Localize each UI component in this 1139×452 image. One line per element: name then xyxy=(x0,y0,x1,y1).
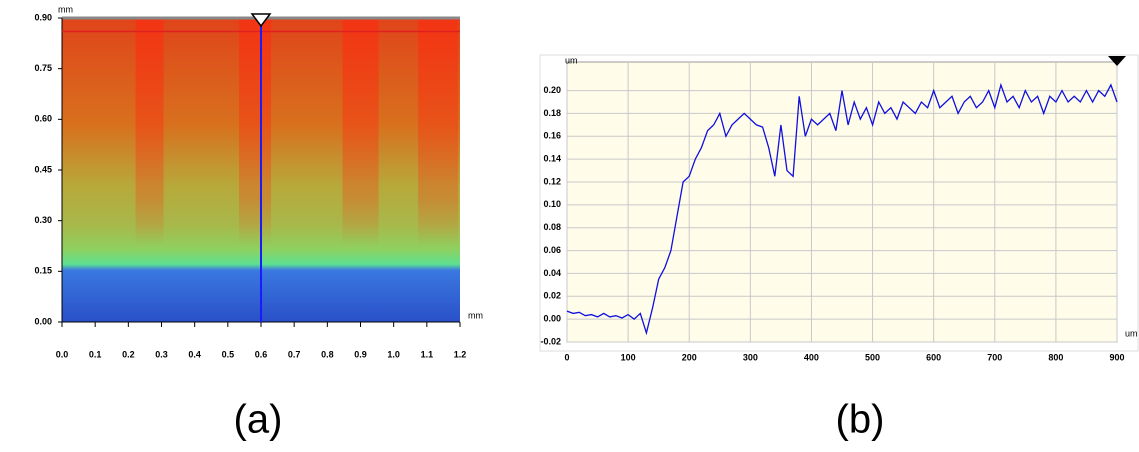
x-tick-label: 0.2 xyxy=(122,349,135,359)
x-tick-label: 0.1 xyxy=(89,349,102,359)
y-tick-label: 0.08 xyxy=(543,222,561,232)
y-tick-label: 0.06 xyxy=(543,245,561,255)
y-tick-label: 0.90 xyxy=(34,12,52,22)
x-tick-label: 100 xyxy=(621,352,636,362)
cursor-marker xyxy=(1108,56,1126,66)
heatmap-stripe xyxy=(239,18,272,322)
y-tick-label: 0.20 xyxy=(543,85,561,95)
y-tick-label: 0.30 xyxy=(34,215,52,225)
x-tick-label: 0 xyxy=(564,352,569,362)
y-unit: um xyxy=(565,55,578,65)
x-tick-label: 0.5 xyxy=(222,349,235,359)
heatmap-stripe xyxy=(418,18,459,322)
heatmap-stripe xyxy=(342,18,379,322)
x-tick-label: 800 xyxy=(1048,352,1063,362)
y-tick-label: 0.60 xyxy=(34,114,52,124)
x-tick-label: 0.3 xyxy=(155,349,168,359)
plot-area xyxy=(566,61,1118,343)
charts: 0.000.150.300.450.600.750.900.0 0.1 0.2 0.3… xyxy=(34,4,1137,441)
y-tick-label: 0.45 xyxy=(34,164,52,174)
y-tick-label: 0.12 xyxy=(543,176,561,186)
panel-caption: (a) xyxy=(234,398,283,442)
heatmap-stripe xyxy=(135,18,164,322)
y-tick-label: 0.15 xyxy=(34,266,52,276)
y-tick-label: 0.02 xyxy=(543,291,561,301)
x-tick-label: 0.9 xyxy=(354,349,367,359)
y-tick-label: 0.00 xyxy=(34,316,52,326)
x-tick-label: 400 xyxy=(804,352,819,362)
y-tick-label: -0.02 xyxy=(540,336,561,346)
x-tick-label: 0.0 xyxy=(56,349,69,359)
y-tick-label: 0.04 xyxy=(543,268,561,278)
x-tick-label: 300 xyxy=(743,352,758,362)
y-tick-label: 0.10 xyxy=(543,199,561,209)
x-tick-label: 500 xyxy=(865,352,880,362)
panel-frame xyxy=(539,54,1139,352)
y-unit: mm xyxy=(58,4,73,14)
cursor-marker xyxy=(250,13,272,28)
x-unit: um xyxy=(1125,328,1138,338)
x-tick-label: 0.7 xyxy=(288,349,301,359)
x-tick-label: 1.2 xyxy=(454,349,467,359)
x-tick-label: 1.1 xyxy=(421,349,434,359)
x-tick-label: 0.6 xyxy=(255,349,268,359)
y-tick-label: 0.16 xyxy=(543,131,561,141)
x-tick-label: 200 xyxy=(682,352,697,362)
x-tick-label: 600 xyxy=(926,352,941,362)
profile-line xyxy=(566,82,1118,336)
x-tick-label: 700 xyxy=(987,352,1002,362)
panel-caption: (b) xyxy=(836,398,885,442)
y-tick-label: 0.14 xyxy=(543,154,561,164)
x-tick-label: 900 xyxy=(1109,352,1124,362)
x-unit: mm xyxy=(468,310,483,320)
y-tick-label: 0.00 xyxy=(543,314,561,324)
x-tick-label: 1.0 xyxy=(387,349,400,359)
y-tick-label: 0.75 xyxy=(34,63,52,73)
x-tick-label: 0.4 xyxy=(188,349,201,359)
x-tick-label: 0.8 xyxy=(321,349,334,359)
y-tick-label: 0.18 xyxy=(543,108,561,118)
